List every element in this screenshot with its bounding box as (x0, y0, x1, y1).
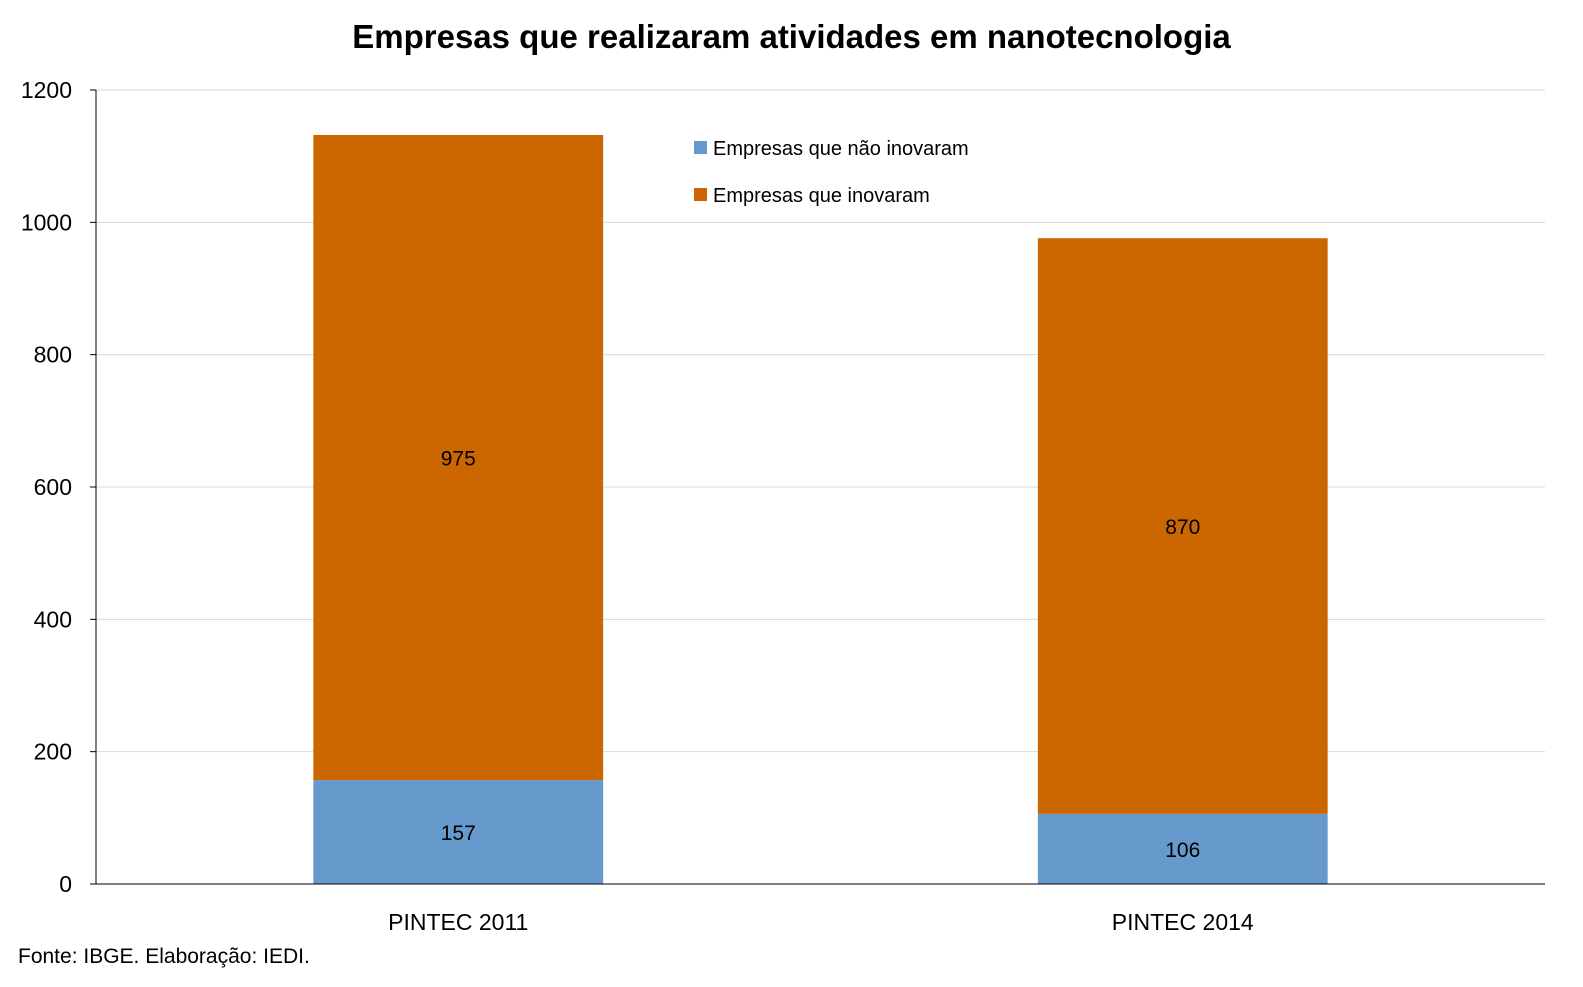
data-label: 157 (441, 822, 476, 845)
x-category-label: PINTEC 2014 (1112, 909, 1254, 935)
y-tick-label: 600 (34, 474, 72, 500)
x-category-label: PINTEC 2011 (388, 909, 528, 935)
legend-label: Empresas que inovaram (713, 185, 930, 207)
legend-label: Empresas que não inovaram (713, 138, 969, 160)
bar-segment (313, 134, 604, 781)
y-tick-label: 200 (34, 739, 72, 765)
data-labels: 157 975 106 870 (441, 448, 1201, 862)
bar-segment (1037, 813, 1328, 884)
legend: Empresas que não inovaram Empresas que in… (694, 138, 969, 207)
bar-segment (313, 780, 604, 884)
y-tick-label: 400 (34, 606, 72, 632)
data-label: 106 (1165, 839, 1200, 862)
source-note: Fonte: IBGE. Elaboração: IEDI. (18, 945, 310, 968)
y-tick-label: 1000 (21, 209, 72, 235)
legend-swatch (694, 188, 707, 201)
data-label: 870 (1165, 516, 1200, 539)
bar-segment (1037, 238, 1328, 814)
y-tick-label: 800 (34, 342, 72, 368)
axes: 0 200 400 600 800 1000 1200 PINTEC 2011 PINTEC 2… (21, 77, 1545, 935)
bars (313, 134, 1328, 884)
data-label: 975 (441, 448, 476, 471)
y-tick-label: 0 (59, 871, 72, 897)
legend-swatch (694, 141, 707, 154)
y-tick-label: 1200 (21, 77, 72, 103)
chart-title: Empresas que realizaram atividades em na… (352, 18, 1231, 55)
